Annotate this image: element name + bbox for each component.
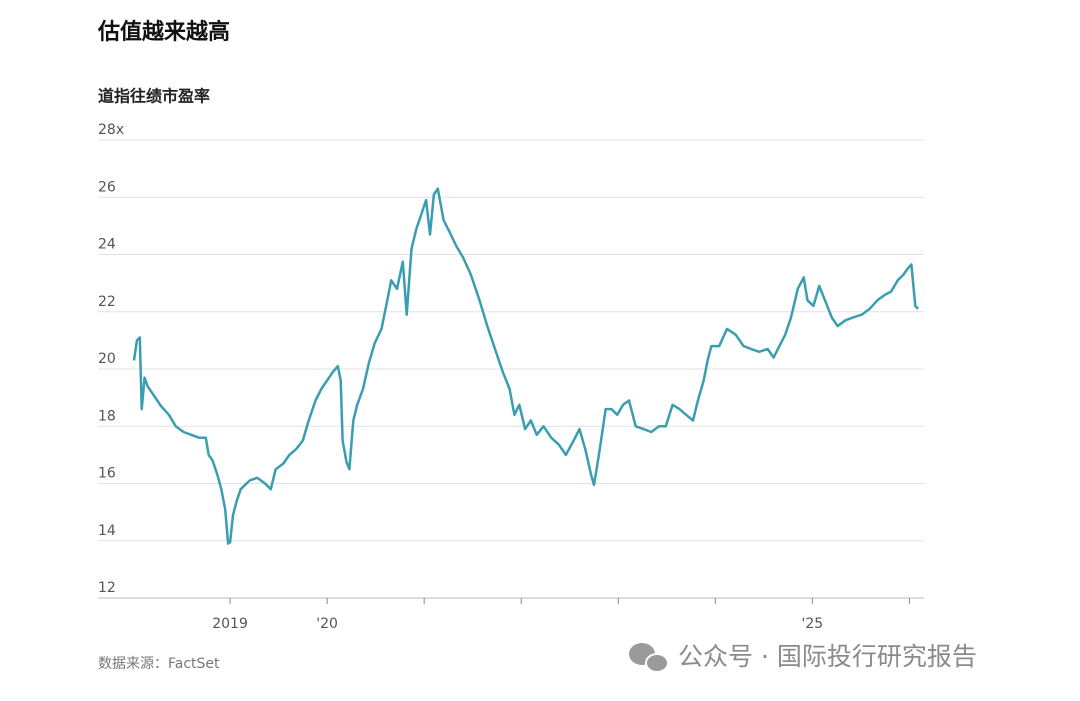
- y-tick-label: 22: [98, 294, 116, 310]
- y-tick-label: 24: [98, 237, 116, 253]
- wechat-icon: [629, 643, 669, 673]
- y-tick-label: 16: [98, 466, 116, 482]
- source-note: 数据来源：FactSet: [98, 656, 220, 672]
- y-tick-label: 12: [98, 580, 116, 596]
- data-line: [132, 187, 920, 545]
- chart-subtitle: 道指往绩市盈率: [98, 87, 210, 106]
- x-tick-label: 2019: [212, 616, 248, 632]
- watermark: 公众号 · 国际投行研究报告: [678, 642, 977, 671]
- x-tick-label: '20: [316, 616, 338, 632]
- x-tick-label: '25: [802, 616, 824, 632]
- y-tick-label: 18: [98, 408, 116, 424]
- chart-title: 估值越来越高: [97, 19, 230, 45]
- y-tick-label: 14: [98, 523, 116, 539]
- y-tick-label: 26: [98, 179, 116, 195]
- y-tick-label: 20: [98, 351, 116, 367]
- y-tick-label: 28x: [98, 122, 124, 138]
